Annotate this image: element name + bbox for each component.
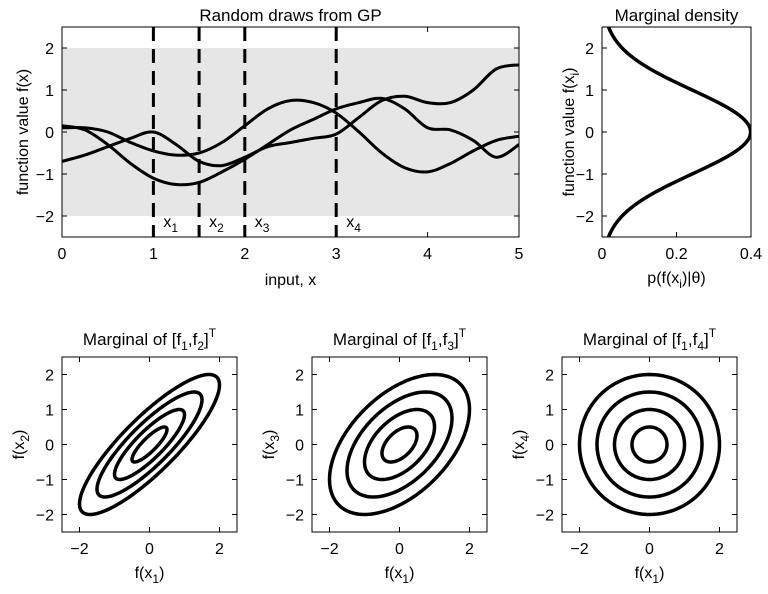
- input-marker-label-2: x2: [209, 214, 224, 235]
- y-tick-label: 1: [295, 403, 304, 420]
- y-tick-label: −1: [286, 473, 304, 490]
- gp-draws-panel: x1 x2 x3 x4 0 1 2 3 4 5 2 1 0 −1 −2 Random draws from G…: [15, 6, 524, 289]
- input-marker-label-4: x4: [346, 214, 361, 235]
- gp-sample-curve-2: [62, 98, 519, 174]
- contour-level-2: [612, 407, 687, 482]
- joint-marginal-panel-1: −2 0 2 2 1 0 −1 −2 Marginal of [f1,f2]T f(x1) f(x2…: [11, 326, 238, 586]
- contour-level-3: [95, 390, 204, 499]
- x-tick-label: 0: [145, 541, 154, 558]
- y-tick-label: −2: [536, 508, 554, 525]
- chart-title: Marginal of [f1,f4]T: [583, 326, 717, 353]
- y-tick-label: 0: [295, 438, 304, 455]
- contour-level-4: [577, 372, 722, 517]
- contour-level-1: [380, 425, 419, 464]
- x-tick-label: 5: [515, 246, 524, 263]
- joint-marginal-panel-3: −2 0 2 2 1 0 −1 −2 Marginal of [f1,f4]T f(x1) f(x4…: [511, 326, 738, 586]
- input-marker-label-3: x3: [255, 214, 270, 235]
- y-tick-label: 1: [45, 403, 54, 420]
- density-curve: [606, 27, 751, 237]
- contour-level-3: [345, 390, 454, 499]
- y-axis-label: f(x2): [11, 430, 32, 460]
- x-tick-label: 0.4: [740, 246, 762, 263]
- x-tick-label: 4: [423, 246, 432, 263]
- y-tick-label: −1: [36, 167, 54, 184]
- x-tick-label: 0.2: [665, 246, 687, 263]
- x-tick-label: −2: [320, 541, 338, 558]
- y-tick-label: −2: [286, 508, 304, 525]
- contour-level-1: [630, 425, 669, 464]
- y-tick-label: 2: [585, 41, 594, 58]
- y-tick-label: 2: [295, 368, 304, 385]
- x-tick-label: 2: [715, 541, 724, 558]
- y-tick-label: −1: [536, 473, 554, 490]
- x-axis-label: input, x: [265, 272, 317, 289]
- x-tick-label: 0: [598, 246, 607, 263]
- x-axis-label: f(x1): [635, 565, 665, 586]
- axes-frame: [601, 26, 752, 238]
- contour-level-2: [112, 407, 187, 482]
- x-axis-label: f(x1): [135, 565, 165, 586]
- x-tick-label: 0: [395, 541, 404, 558]
- y-tick-label: 2: [545, 368, 554, 385]
- x-tick-label: −2: [70, 541, 88, 558]
- x-tick-label: 1: [149, 246, 158, 263]
- x-tick-label: −2: [570, 541, 588, 558]
- chart-title: Marginal of [f1,f2]T: [83, 326, 217, 353]
- y-tick-label: 0: [45, 438, 54, 455]
- chart-title: Random draws from GP: [199, 6, 381, 25]
- y-tick-label: 1: [585, 83, 594, 100]
- y-tick-label: −2: [576, 209, 594, 226]
- y-tick-label: 1: [545, 403, 554, 420]
- x-tick-label: 0: [645, 541, 654, 558]
- y-tick-label: 1: [45, 83, 54, 100]
- joint-marginal-panel-2: −2 0 2 2 1 0 −1 −2 Marginal of [f1,f3]T f(x1) f(x3…: [261, 326, 488, 586]
- contour-level-2: [362, 407, 437, 482]
- y-axis-label: f(x3): [261, 430, 282, 460]
- y-tick-label: −2: [36, 209, 54, 226]
- gp-sample-curve-1: [62, 96, 519, 187]
- y-tick-label: 0: [545, 438, 554, 455]
- axes-frame: [561, 356, 738, 533]
- x-tick-label: 0: [58, 246, 67, 263]
- contour-level-3: [595, 390, 704, 499]
- chart-title: Marginal of [f1,f3]T: [333, 326, 467, 353]
- x-axis-label: f(x1): [385, 565, 415, 586]
- axes-frame: [61, 356, 238, 533]
- y-tick-label: −1: [576, 167, 594, 184]
- x-tick-label: 2: [215, 541, 224, 558]
- y-tick-label: 0: [45, 125, 54, 142]
- y-tick-label: 2: [45, 41, 54, 58]
- y-axis-label: function value f(x): [15, 69, 32, 195]
- marginal-density-panel: 0 0.2 0.4 2 1 0 −1 −2 Marginal density p(f(xi)|θ)…: [561, 6, 762, 291]
- y-tick-label: −1: [36, 473, 54, 490]
- y-tick-label: −2: [36, 508, 54, 525]
- contour-level-4: [327, 372, 472, 517]
- x-tick-label: 3: [332, 246, 341, 263]
- y-axis-label: function value f(xi): [561, 68, 582, 197]
- contour-level-1: [130, 425, 169, 464]
- x-axis-label: p(f(xi)|θ): [647, 270, 705, 291]
- input-marker-label-1: x1: [163, 214, 178, 235]
- contour-level-4: [77, 372, 222, 517]
- y-tick-label: 2: [45, 368, 54, 385]
- chart-title: Marginal density: [615, 6, 739, 25]
- x-tick-label: 2: [240, 246, 249, 263]
- confidence-band: [62, 48, 519, 216]
- gp-sample-curve-3: [62, 63, 519, 168]
- y-tick-label: 0: [585, 125, 594, 142]
- y-axis-label: f(x4): [511, 430, 532, 460]
- x-tick-label: 2: [465, 541, 474, 558]
